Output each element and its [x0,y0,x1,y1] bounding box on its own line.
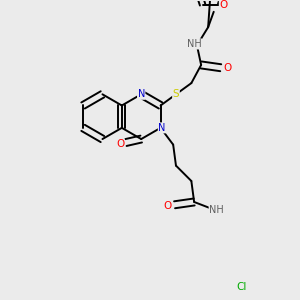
Text: S: S [173,89,179,99]
Text: O: O [224,63,232,73]
Text: O: O [164,201,172,211]
Text: NH: NH [209,206,224,215]
Text: O: O [219,0,228,10]
Text: O: O [116,139,124,149]
Text: N: N [137,89,145,99]
Text: N: N [158,123,166,133]
Text: Cl: Cl [236,282,247,292]
Text: NH: NH [187,39,202,49]
